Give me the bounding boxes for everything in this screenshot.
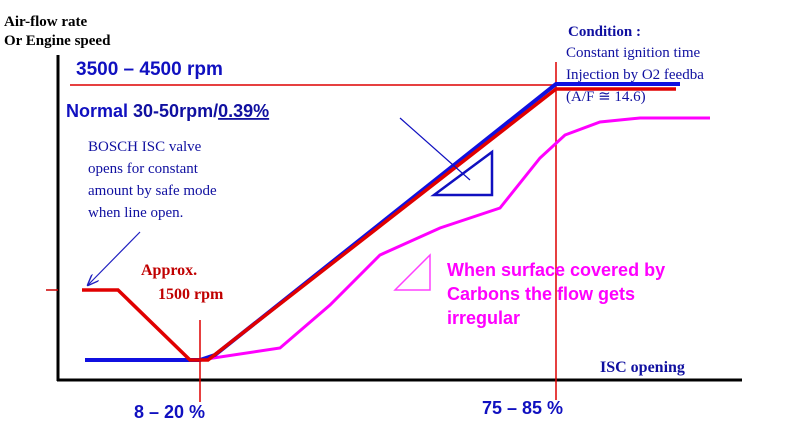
condition-line: Constant ignition time — [566, 45, 701, 61]
note-line: BOSCH ISC valve — [88, 139, 202, 155]
note-line: amount by safe mode — [88, 183, 217, 199]
normal-slope: 0.39% — [218, 101, 269, 121]
normal-label: Normal 30-50rpm/0.39% — [66, 101, 269, 121]
note-line: when line open. — [88, 205, 183, 221]
irregular-curve — [199, 116, 710, 362]
carbon-note: When surface covered by — [447, 260, 665, 280]
carbon-note: irregular — [447, 308, 520, 328]
condition-line: Injection by O2 feedba — [566, 67, 704, 83]
normal-word: Normal — [66, 101, 128, 121]
carbon-note: Carbons the flow gets — [447, 284, 635, 304]
y-axis-label: Air-flow rate — [4, 14, 87, 30]
x-mark-label: 75 – 85 % — [482, 398, 563, 418]
approx-label: Approx. — [141, 262, 197, 279]
x-mark-label: 8 – 20 % — [134, 402, 205, 422]
irregular-triangle — [393, 253, 431, 291]
y-axis-label: Or Engine speed — [4, 33, 111, 49]
condition-line: (A/F ≅ 14.6) — [566, 89, 646, 105]
condition-title: Condition : — [568, 24, 641, 40]
note-line: opens for constant — [88, 161, 199, 177]
safe-mode-curve — [82, 87, 676, 362]
approx-label: 1500 rpm — [158, 286, 224, 303]
x-axis-label: ISC opening — [600, 359, 685, 376]
top-speed: 3500 – 4500 rpm — [76, 59, 223, 80]
normal-range: 30-50rpm/ — [133, 101, 218, 121]
pointer-line — [399, 117, 471, 181]
note-arrow — [88, 231, 141, 285]
